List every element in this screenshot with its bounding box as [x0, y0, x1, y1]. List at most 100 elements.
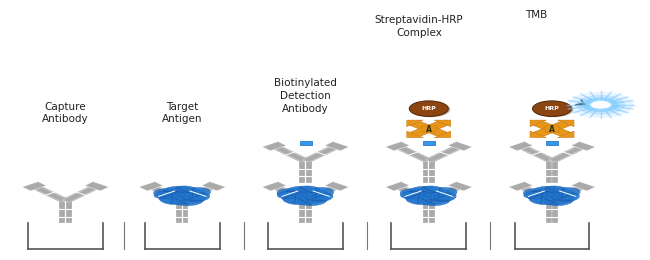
Ellipse shape: [154, 191, 178, 199]
Ellipse shape: [406, 195, 432, 205]
Bar: [546, 201, 552, 223]
Polygon shape: [517, 145, 555, 162]
Polygon shape: [571, 141, 595, 151]
Polygon shape: [325, 141, 349, 151]
Bar: [422, 201, 428, 223]
Circle shape: [590, 101, 611, 109]
Bar: [552, 201, 558, 223]
Polygon shape: [530, 120, 547, 127]
Bar: [66, 201, 72, 223]
Text: A: A: [426, 125, 432, 134]
Ellipse shape: [434, 193, 456, 202]
Ellipse shape: [311, 193, 333, 202]
Polygon shape: [395, 185, 432, 202]
Ellipse shape: [164, 186, 190, 194]
Polygon shape: [547, 127, 571, 136]
Polygon shape: [410, 127, 434, 136]
Text: A: A: [549, 125, 555, 134]
Ellipse shape: [421, 186, 443, 193]
Ellipse shape: [158, 188, 207, 204]
Circle shape: [411, 102, 450, 117]
Ellipse shape: [160, 195, 185, 205]
Ellipse shape: [298, 186, 320, 193]
Ellipse shape: [298, 196, 327, 206]
Ellipse shape: [404, 188, 454, 204]
Ellipse shape: [410, 186, 437, 194]
Ellipse shape: [527, 188, 577, 204]
Bar: [300, 161, 306, 183]
Polygon shape: [271, 145, 309, 162]
Ellipse shape: [547, 187, 580, 199]
Polygon shape: [385, 182, 410, 191]
Polygon shape: [533, 121, 557, 131]
Polygon shape: [262, 141, 287, 151]
Polygon shape: [558, 131, 574, 138]
Text: Capture
Antibody: Capture Antibody: [42, 102, 89, 124]
Polygon shape: [410, 121, 434, 131]
Ellipse shape: [523, 189, 554, 199]
Polygon shape: [426, 145, 463, 162]
Circle shape: [568, 92, 633, 118]
Polygon shape: [395, 145, 432, 162]
Bar: [59, 201, 65, 223]
Bar: [300, 201, 306, 223]
Bar: [429, 201, 435, 223]
Bar: [176, 201, 182, 223]
Polygon shape: [262, 182, 287, 191]
Polygon shape: [509, 141, 533, 151]
Bar: [306, 161, 312, 183]
Polygon shape: [424, 127, 448, 136]
Bar: [306, 201, 312, 223]
Ellipse shape: [283, 195, 309, 205]
Polygon shape: [549, 185, 586, 202]
Polygon shape: [179, 185, 217, 202]
Polygon shape: [434, 120, 451, 127]
Circle shape: [576, 95, 625, 115]
Circle shape: [534, 102, 573, 117]
Polygon shape: [530, 131, 547, 138]
Ellipse shape: [281, 188, 330, 204]
FancyBboxPatch shape: [422, 126, 436, 132]
Bar: [546, 161, 552, 183]
Polygon shape: [424, 121, 448, 131]
Bar: [552, 161, 558, 183]
Polygon shape: [426, 185, 463, 202]
Polygon shape: [434, 131, 451, 138]
Polygon shape: [84, 182, 109, 191]
Polygon shape: [31, 185, 69, 202]
Ellipse shape: [557, 193, 579, 202]
Text: Target
Antigen: Target Antigen: [162, 102, 203, 124]
Polygon shape: [325, 182, 349, 191]
Ellipse shape: [175, 186, 196, 193]
Ellipse shape: [534, 186, 560, 194]
Ellipse shape: [529, 195, 555, 205]
Bar: [422, 161, 428, 183]
Ellipse shape: [177, 187, 211, 199]
Polygon shape: [22, 182, 46, 191]
Circle shape: [410, 101, 448, 116]
Polygon shape: [148, 185, 185, 202]
Polygon shape: [302, 185, 340, 202]
Circle shape: [589, 100, 612, 109]
Ellipse shape: [153, 189, 185, 199]
Bar: [183, 201, 188, 223]
Polygon shape: [448, 141, 472, 151]
Ellipse shape: [287, 186, 314, 194]
Ellipse shape: [544, 186, 566, 193]
Ellipse shape: [544, 196, 573, 206]
Ellipse shape: [278, 191, 302, 199]
Polygon shape: [62, 185, 100, 202]
Ellipse shape: [277, 189, 308, 199]
Text: Biotinylated
Detection
Antibody: Biotinylated Detection Antibody: [274, 78, 337, 114]
Polygon shape: [549, 145, 586, 162]
Text: Streptavidin-HRP
Complex: Streptavidin-HRP Complex: [375, 15, 463, 38]
Polygon shape: [509, 182, 533, 191]
Text: HRP: HRP: [545, 106, 560, 111]
Bar: [429, 161, 435, 183]
Polygon shape: [533, 127, 557, 136]
Polygon shape: [385, 141, 410, 151]
FancyBboxPatch shape: [545, 126, 559, 132]
Text: HRP: HRP: [421, 106, 436, 111]
Text: TMB: TMB: [525, 10, 547, 20]
Ellipse shape: [301, 187, 333, 199]
